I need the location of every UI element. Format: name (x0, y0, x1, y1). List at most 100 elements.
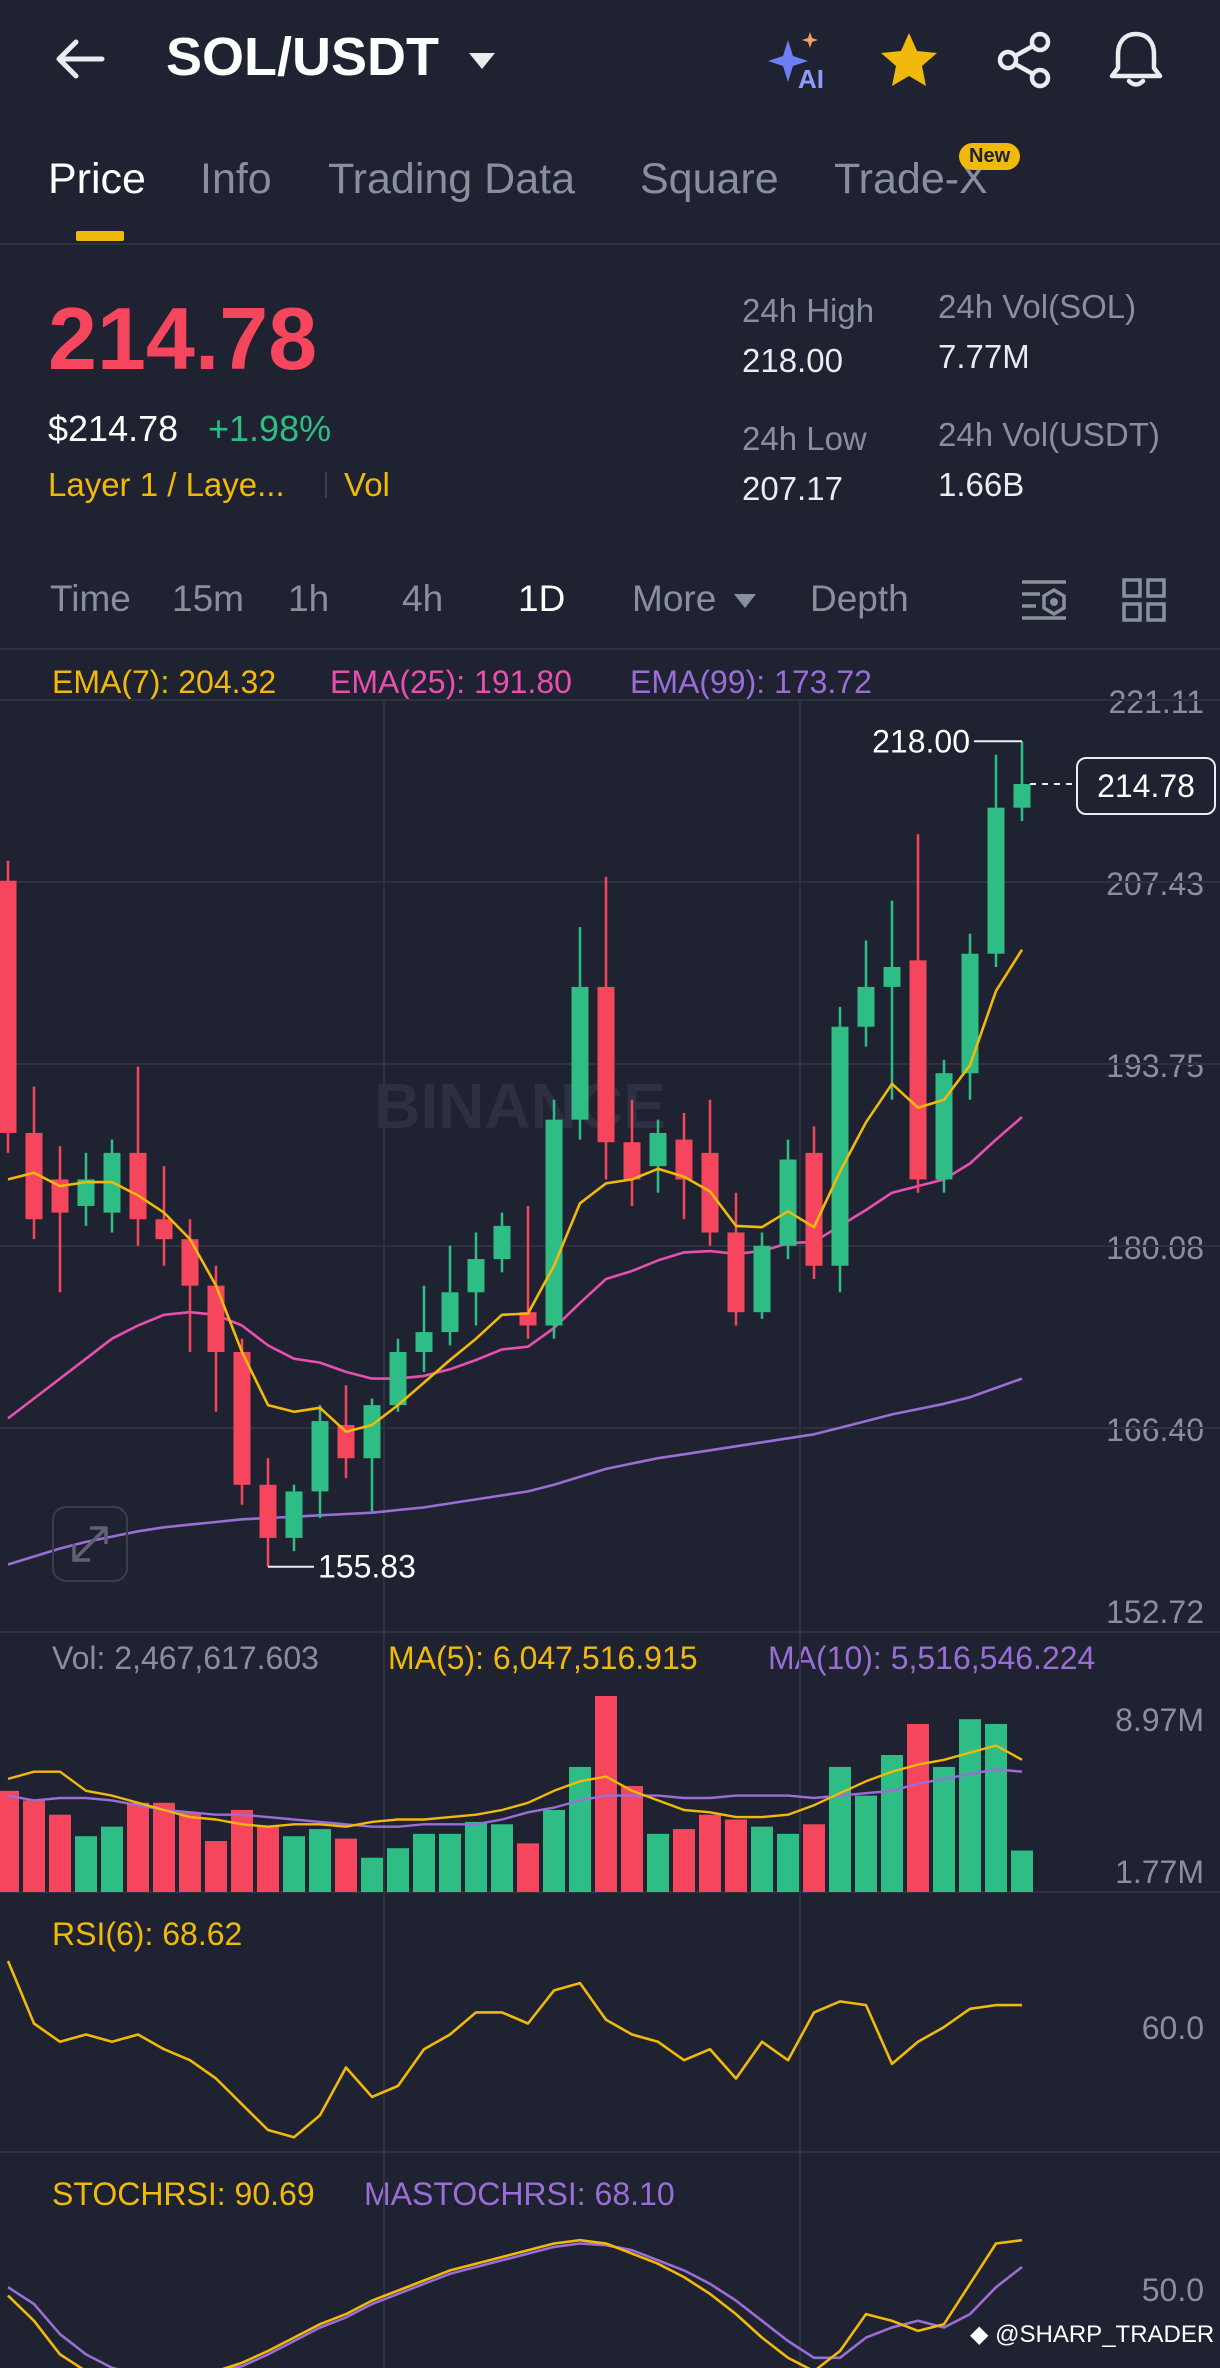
tab-price[interactable]: Price (48, 155, 146, 203)
volume-ma10-legend: MA(10): 5,516,546.224 (768, 1640, 1096, 1676)
volume-bar (621, 1786, 643, 1892)
vol-tag[interactable]: Vol (344, 466, 390, 503)
candle (623, 1099, 641, 1206)
ema99-line (7, 1377, 1023, 1566)
candle-body (155, 1219, 173, 1240)
tab-info[interactable]: Info (200, 155, 272, 203)
mastochrsi-legend: MASTOCHRSI: 68.10 (364, 2176, 675, 2212)
candle-body (571, 986, 589, 1120)
tab-trading-data[interactable]: Trading Data (328, 155, 575, 203)
candle-body (961, 953, 979, 1074)
candle (987, 754, 1005, 967)
high-marker-label: 218.00 (872, 723, 970, 759)
volume-bar (231, 1809, 253, 1892)
volume-bar (725, 1819, 747, 1892)
candle-body (233, 1352, 251, 1485)
candle (285, 1484, 303, 1552)
fullscreen-button[interactable] (52, 1506, 128, 1582)
back-arrow-icon[interactable] (50, 34, 110, 84)
tab-square[interactable]: Square (640, 155, 779, 203)
low-24h-value: 207.17 (742, 470, 843, 507)
price-markers: 218.00 155.83 (268, 723, 1076, 1585)
ema7-polyline (7, 949, 1024, 1433)
candle (0, 860, 17, 1153)
volume-bar (1011, 1850, 1033, 1892)
pair-title[interactable]: SOL/USDT (166, 27, 440, 87)
candle (805, 1126, 823, 1280)
last-price: 214.78 (48, 289, 318, 388)
timeframe-more[interactable]: More (632, 578, 717, 619)
ema7-line (7, 949, 1024, 1433)
indicator-settings-icon[interactable] (1018, 576, 1070, 624)
volume-bar (75, 1836, 97, 1892)
candle-body (493, 1225, 511, 1260)
timeframe-time[interactable]: Time (50, 578, 131, 619)
bell-icon[interactable] (1108, 28, 1164, 90)
volume-tick-label: 1.77M (1115, 1854, 1204, 1890)
candles (0, 741, 1031, 1567)
candle (207, 1265, 225, 1412)
layout-grid-icon[interactable] (1120, 576, 1168, 624)
ema7-legend: EMA(7): 204.32 (52, 664, 277, 700)
candle (51, 1146, 69, 1293)
binance-logo-icon: ◆ (970, 2321, 989, 2348)
candle (467, 1232, 485, 1326)
volume-bar (543, 1809, 565, 1892)
volume-bar (491, 1824, 513, 1892)
price-tick-label: 221.11 (1108, 684, 1205, 720)
low-marker-label: 155.83 (318, 1549, 416, 1585)
volume-bar (101, 1826, 123, 1892)
timeframe-15m[interactable]: 15m (172, 578, 244, 619)
ema25-polyline (7, 1116, 1023, 1420)
candle-body (883, 966, 901, 987)
price-change-percent: +1.98% (208, 408, 332, 449)
volume-bar (855, 1795, 877, 1892)
candle (519, 1205, 537, 1339)
kline-chart[interactable]: BINANCE 218.00 155.83 (0, 648, 1220, 2368)
candle-body (909, 960, 927, 1180)
candle-body (363, 1405, 381, 1459)
category-tag[interactable]: Layer 1 / Laye... (48, 466, 285, 503)
candle (545, 1099, 563, 1339)
more-caret-icon (734, 594, 756, 608)
candle-body (51, 1179, 69, 1213)
candle-body (623, 1142, 641, 1180)
volume-bar (309, 1829, 331, 1892)
timeframe-1h[interactable]: 1h (288, 578, 330, 619)
usd-price: $214.78 (48, 408, 179, 449)
share-icon[interactable] (994, 30, 1054, 90)
volume-bar (569, 1766, 591, 1892)
candle-body (441, 1292, 459, 1333)
price-tick-label: 193.75 (1106, 1048, 1204, 1084)
stochrsi-polyline (7, 2238, 1023, 2368)
candle-body (675, 1139, 693, 1180)
candle (727, 1192, 745, 1326)
credit-text: @SHARP_TRADER (995, 2321, 1215, 2348)
volume-bar (49, 1814, 71, 1892)
volume-bar (413, 1833, 435, 1892)
volume-bar (777, 1833, 799, 1892)
dropdown-caret-icon[interactable] (466, 50, 498, 72)
candle (831, 1006, 849, 1293)
chart-top-divider (0, 648, 1220, 650)
credit-watermark: ◆ @SHARP_TRADER (970, 2320, 1214, 2349)
candle (129, 1066, 147, 1246)
volume-bar (257, 1826, 279, 1892)
mastochrsi-polyline (7, 2242, 1023, 2368)
timeframe-1d[interactable]: 1D (518, 578, 566, 619)
candle-body (805, 1152, 823, 1266)
vol-usdt-label: 24h Vol(USDT) (938, 416, 1160, 453)
candle-body (857, 986, 875, 1027)
candle-body (831, 1026, 849, 1266)
binance-watermark: BINANCE (374, 1070, 666, 1142)
ai-button[interactable]: AI (766, 30, 836, 94)
star-icon[interactable] (878, 30, 940, 90)
volume-bar (439, 1833, 461, 1892)
candle (311, 1405, 329, 1518)
price-tick-label: 152.72 (1106, 1594, 1204, 1630)
volume-bar (985, 1723, 1007, 1892)
candle-body (129, 1152, 147, 1220)
timeframe-4h[interactable]: 4h (402, 578, 444, 619)
timeframe-depth[interactable]: Depth (810, 578, 909, 619)
candle (909, 834, 927, 1193)
